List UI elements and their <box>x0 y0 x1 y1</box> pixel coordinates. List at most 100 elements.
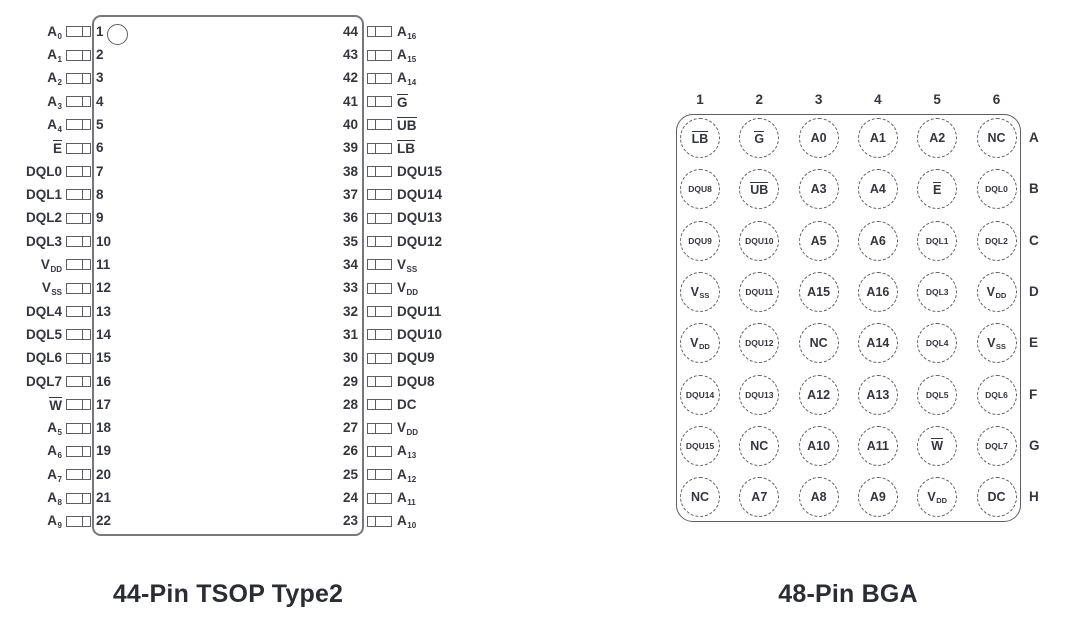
tsop-pin-number: 37 <box>342 186 358 202</box>
tsop-pin-lead-icon <box>66 119 91 131</box>
tsop-pin-lead-icon <box>66 422 91 434</box>
bga-ball-B4: A4 <box>857 169 898 210</box>
tsop-pin-label: DQU10 <box>397 326 443 342</box>
tsop-pin-lead-icon <box>367 259 392 271</box>
tsop-pin-label: VDD <box>397 280 419 298</box>
bga-ball-A5: A2 <box>917 118 958 158</box>
tsop-pin-lead-icon <box>367 352 392 364</box>
lead-bend-line <box>375 423 376 433</box>
tsop-pin-label: A14 <box>397 70 417 88</box>
tsop-pin-lead-icon <box>367 212 392 224</box>
tsop-pin-label: G <box>397 93 408 110</box>
bga-ball-D3: A15 <box>798 271 839 312</box>
tsop-pin-number: 44 <box>342 23 358 39</box>
tsop-pin-label: DQU11 <box>397 303 442 319</box>
tsop-pin-number: 16 <box>96 373 112 389</box>
lead-bend-line <box>375 516 376 526</box>
tsop-pin-number: 40 <box>342 116 358 132</box>
tsop-pin-number: 24 <box>342 490 358 506</box>
tsop-pin-number: 32 <box>342 303 358 319</box>
tsop-pin-label: A9 <box>47 513 62 531</box>
tsop-pin-lead-icon <box>367 72 392 84</box>
lead-bend-line <box>82 143 83 153</box>
tsop-pin-number: 29 <box>342 373 358 389</box>
tsop-pin-number: 3 <box>96 70 104 86</box>
tsop-pin-label: VDD <box>40 256 62 274</box>
lead-bend-line <box>82 493 83 503</box>
tsop-pin-number: 15 <box>96 350 112 366</box>
bga-ball-G6: DQL7 <box>976 425 1017 466</box>
bga-ball-F4: A13 <box>857 374 898 415</box>
lead-bend-line <box>82 353 83 363</box>
bga-ball-H2: A7 <box>739 477 780 518</box>
tsop-pin-number: 11 <box>96 256 111 272</box>
tsop-pin-label: A7 <box>47 466 62 484</box>
bga-ball-G3: A10 <box>798 425 839 466</box>
bga-ball-label: DQL5 <box>925 389 949 400</box>
bga-ball-C6: DQL2 <box>976 220 1017 261</box>
tsop-pin-label: DQU13 <box>397 210 443 226</box>
lead-bend-line <box>82 97 83 107</box>
tsop-pin-lead-icon <box>66 376 91 387</box>
tsop-pin-lead-icon <box>367 26 392 38</box>
lead-bend-line <box>82 470 83 480</box>
lead-bend-line <box>375 143 376 153</box>
bga-ball-label: A2 <box>929 131 946 145</box>
bga-ball-label: DQU15 <box>685 440 715 451</box>
bga-ball-label: NC <box>809 336 828 351</box>
tsop-package-title: 44-Pin TSOP Type2 <box>112 580 344 608</box>
tsop-pin-lead-icon <box>367 445 392 457</box>
tsop-pin-number: 21 <box>96 490 112 506</box>
tsop-pin-lead-icon <box>66 26 91 38</box>
tsop-pin-number: 34 <box>342 256 358 272</box>
bga-ball-H5: VDD <box>917 477 958 518</box>
lead-bend-line <box>375 27 376 37</box>
tsop-pin-number: 22 <box>96 513 112 529</box>
bga-ball-label: A10 <box>807 438 831 453</box>
tsop-pin-number: 30 <box>342 350 358 366</box>
tsop-pin-number: 41 <box>342 93 358 109</box>
bga-ball-G1: DQU15 <box>680 425 720 466</box>
tsop-pin-lead-icon <box>367 376 392 387</box>
bga-ball-label: DQL1 <box>925 235 949 246</box>
pin1-indicator-icon <box>107 24 128 45</box>
tsop-pin-lead-icon <box>367 236 392 248</box>
lead-bend-line <box>375 73 376 83</box>
tsop-pin-number: 43 <box>342 47 358 63</box>
bga-ball-A4: A1 <box>857 118 898 158</box>
tsop-pin-lead-icon <box>367 142 392 154</box>
bga-ball-label: A15 <box>807 284 831 299</box>
tsop-pin-label: A13 <box>397 443 417 461</box>
tsop-pin-lead-icon <box>66 259 91 271</box>
tsop-pin-lead-icon <box>66 445 91 457</box>
bga-ball-E3: NC <box>798 323 839 364</box>
bga-row-header: E <box>1029 335 1039 351</box>
bga-ball-label: A4 <box>869 182 886 197</box>
tsop-pin-label: DQL2 <box>25 210 62 226</box>
bga-ball-A1: LB <box>680 118 720 158</box>
tsop-pin-lead-icon <box>66 72 91 84</box>
bga-ball-label: VSS <box>987 336 1006 352</box>
bga-ball-label: DQL0 <box>985 184 1008 195</box>
bga-ball-label: A8 <box>810 490 827 505</box>
bga-ball-label: NC <box>750 438 769 453</box>
bga-ball-label: NC <box>987 131 1006 145</box>
lead-bend-line <box>82 446 83 456</box>
tsop-pin-label: DQL0 <box>25 163 62 179</box>
tsop-package-body <box>92 15 364 536</box>
lead-bend-line <box>375 97 376 107</box>
tsop-pin-label: E <box>52 140 62 157</box>
tsop-pin-number: 13 <box>96 303 112 319</box>
tsop-pin-number: 6 <box>96 140 104 156</box>
bga-ball-label: DQL4 <box>925 338 949 349</box>
bga-ball-label: G <box>754 130 765 146</box>
bga-ball-H3: A8 <box>798 477 839 518</box>
tsop-pin-lead-icon <box>66 142 91 154</box>
bga-ball-H6: DC <box>976 477 1017 518</box>
bga-ball-B6: DQL0 <box>976 169 1017 210</box>
tsop-pin-number: 9 <box>96 210 104 226</box>
lead-bend-line <box>375 307 376 317</box>
tsop-pin-lead-icon <box>66 166 91 178</box>
bga-ball-label: A9 <box>869 490 886 505</box>
tsop-pin-lead-icon <box>367 49 392 61</box>
